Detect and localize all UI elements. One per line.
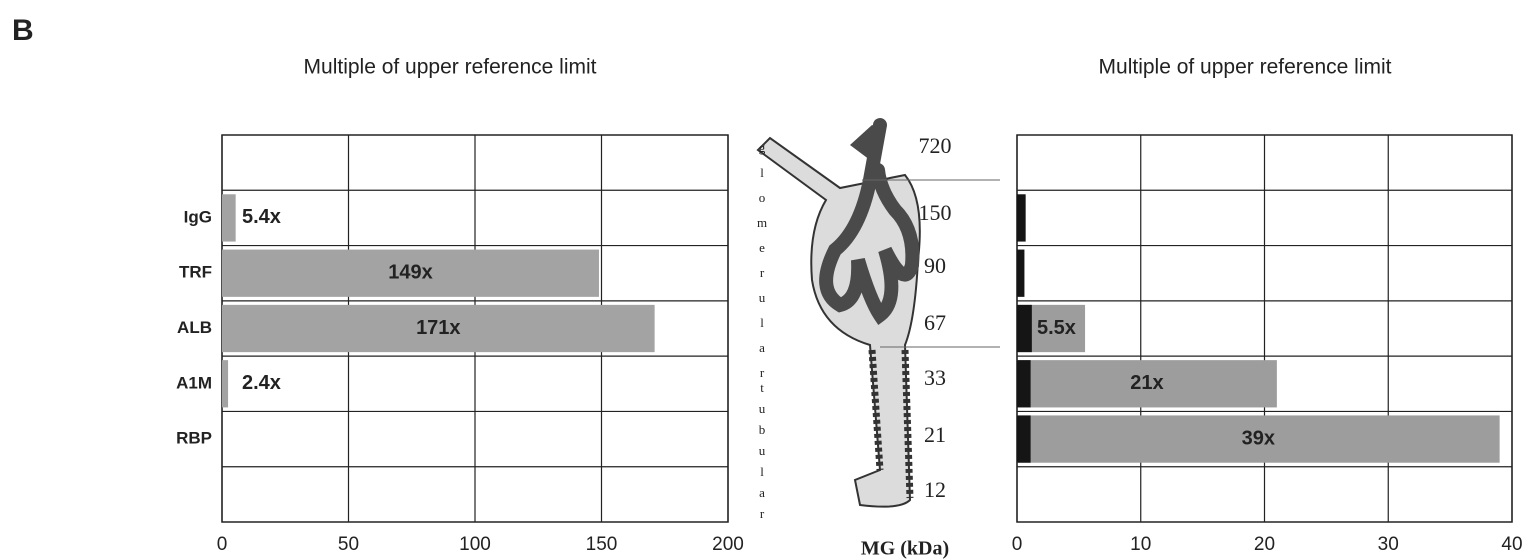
tubule [756, 136, 921, 508]
panel-label: B [12, 14, 34, 47]
weight-label: 150 [919, 200, 952, 225]
region-label: tubular [755, 380, 770, 527]
value-label: 171x [416, 317, 461, 339]
x-tick-label: 10 [1130, 534, 1151, 555]
value-label: 149x [388, 261, 433, 283]
bar [1017, 415, 1031, 463]
weight-label: 12 [924, 477, 946, 502]
value-label: 21x [1130, 372, 1163, 394]
weight-label: 720 [919, 133, 952, 158]
bar [1017, 194, 1026, 242]
weight-label: 67 [924, 310, 946, 335]
x-tick-label: 0 [1012, 534, 1023, 555]
vessel-end [850, 125, 885, 160]
x-tick-label: 40 [1501, 534, 1522, 555]
value-label: 5.5x [1037, 317, 1076, 339]
axis-label: MG (kDa) [861, 538, 949, 560]
bar [1017, 360, 1277, 408]
category-label: ALB [177, 318, 212, 337]
x-tick-label: 200 [712, 534, 744, 555]
nephron-diagram [756, 118, 1000, 508]
chart-title: Multiple of upper reference limit [304, 56, 597, 79]
x-tick-label: 100 [459, 534, 491, 555]
bar [1017, 249, 1025, 297]
value-label: 5.4x [242, 206, 281, 228]
x-tick-label: 30 [1378, 534, 1399, 555]
vessel-loops [819, 118, 920, 326]
value-label: 2.4x [242, 372, 281, 394]
value-label: 39x [1242, 427, 1275, 449]
x-tick-label: 20 [1254, 534, 1275, 555]
bar [1017, 415, 1500, 463]
bar [222, 304, 655, 353]
x-tick-label: 150 [586, 534, 618, 555]
bar [222, 194, 236, 242]
bar [222, 249, 599, 297]
bar [1017, 304, 1032, 353]
bar [1017, 360, 1031, 408]
weight-label: 90 [924, 253, 946, 278]
category-label: A1M [176, 373, 212, 392]
region-label: glomerular [755, 140, 770, 390]
tubule-wall [868, 349, 914, 499]
weight-label: 21 [924, 422, 946, 447]
category-label: TRF [179, 263, 212, 282]
weight-label: 33 [924, 365, 946, 390]
category-label: IgG [184, 207, 212, 226]
x-tick-label: 0 [217, 534, 228, 555]
x-tick-label: 50 [338, 534, 359, 555]
chart-title: Multiple of upper reference limit [1099, 56, 1392, 79]
category-label: RBP [176, 429, 212, 448]
bar [222, 360, 229, 408]
